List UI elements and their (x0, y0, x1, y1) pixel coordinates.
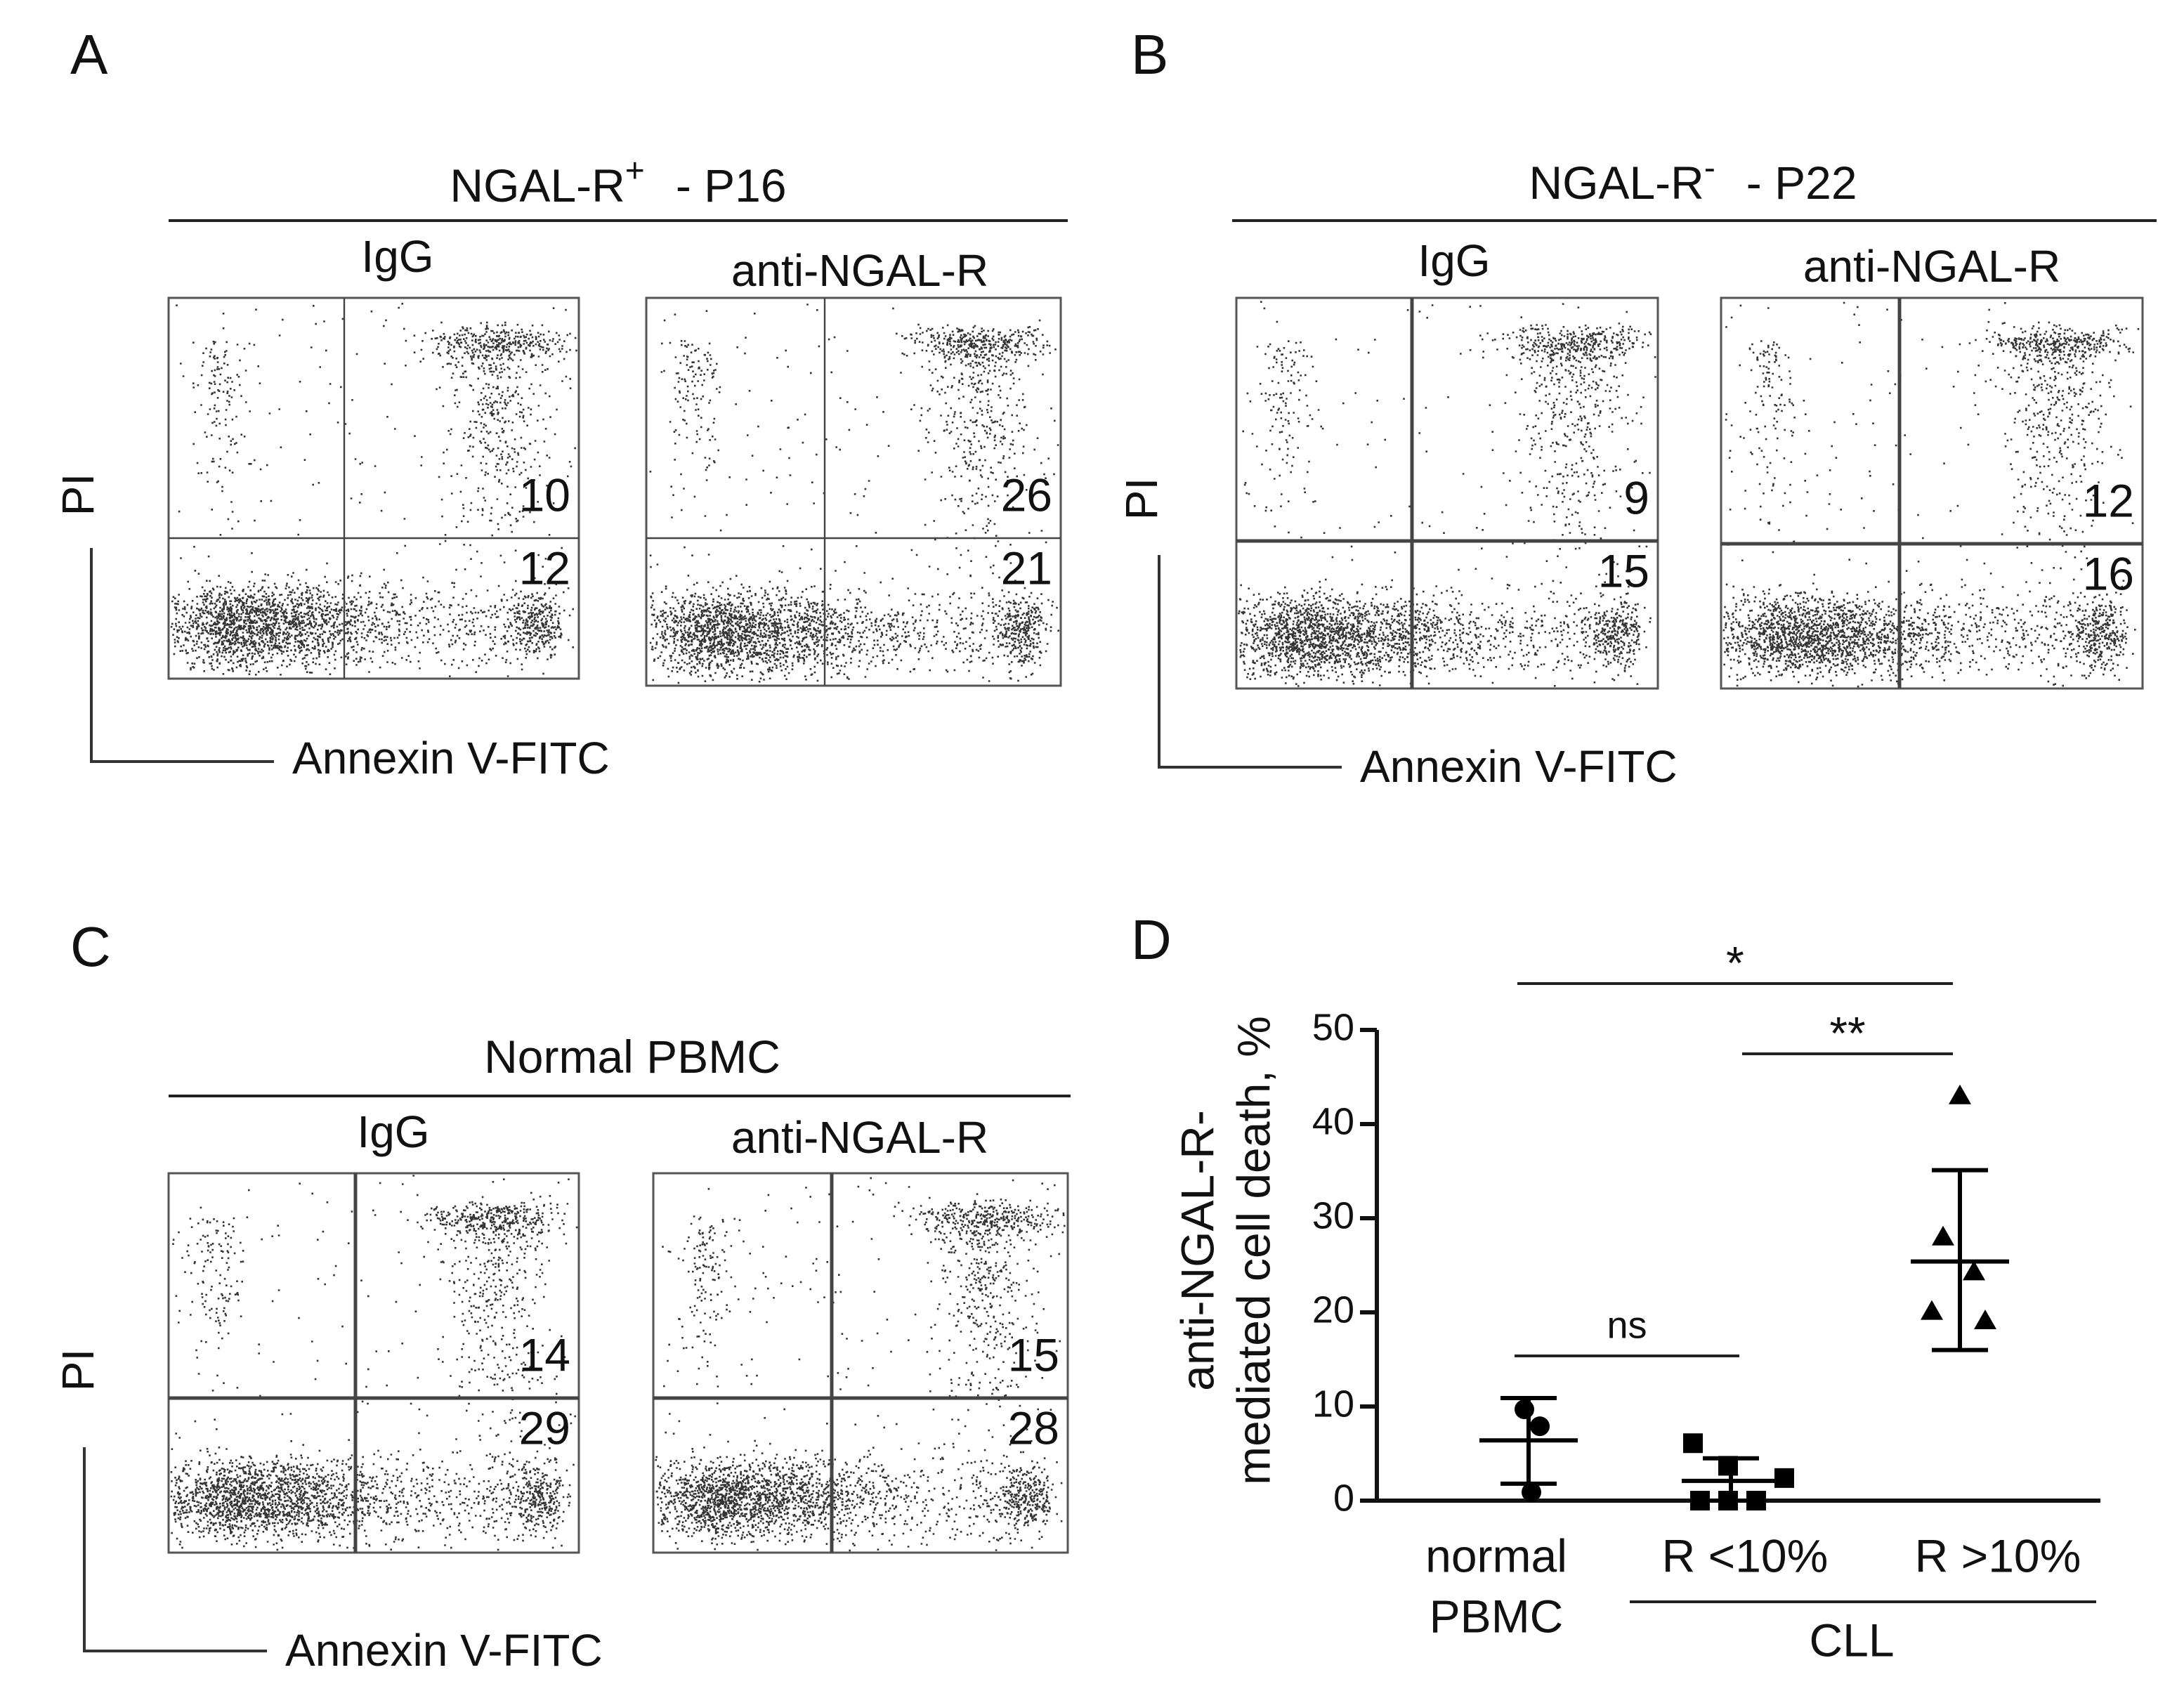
panel-label: B (1131, 23, 1168, 86)
category-label: normal (1425, 1529, 1567, 1581)
plot-frame (652, 1172, 1069, 1554)
cytometry-dots (649, 303, 1059, 684)
title-sup: - (1704, 150, 1715, 187)
plot-frame (167, 296, 580, 680)
title-suffix: - P22 (1746, 157, 1857, 209)
category-label: R >10% (1915, 1529, 2081, 1581)
data-point (1530, 1416, 1550, 1437)
y-tick-label: 0 (1333, 1477, 1354, 1519)
quadrant-value: 14 (519, 1329, 570, 1381)
data-point (1683, 1433, 1703, 1454)
data-point (1921, 1300, 1943, 1320)
quadrant-value: 28 (1008, 1402, 1059, 1454)
y-axis-label: mediated cell death, % (1227, 1016, 1279, 1485)
quadrant-value: 12 (519, 542, 570, 594)
axis-corner (1158, 555, 1342, 769)
plot-frame (1720, 296, 2144, 690)
cytometry-dots (170, 303, 577, 677)
category-label: PBMC (1430, 1590, 1564, 1642)
cytometry-dots (1722, 301, 2140, 688)
y-tick-label: 40 (1312, 1100, 1354, 1142)
plot-header: anti-NGAL-R (731, 245, 988, 296)
x-axis-label: Annexin V-FITC (1360, 741, 1678, 792)
cytometry-dots (170, 1175, 578, 1551)
quadrant-value: 15 (1598, 544, 1649, 596)
y-axis-label: PI (53, 1349, 103, 1391)
title-main: NGAL-R (1529, 157, 1704, 209)
group-label: CLL (1809, 1614, 1894, 1666)
quadrant-value: 9 (1623, 471, 1649, 523)
panel-label: C (70, 915, 111, 978)
axis-corner (83, 1447, 267, 1652)
quadrant-value: 12 (2083, 474, 2134, 526)
cytometry-dots (655, 1177, 1066, 1552)
data-point (1774, 1468, 1794, 1488)
y-tick-label: 10 (1312, 1383, 1354, 1425)
category-label: R <10% (1662, 1529, 1829, 1581)
panel-title: NGAL-R+ - P16 (450, 152, 786, 212)
data-point (1515, 1399, 1534, 1420)
plot-frame (645, 296, 1062, 687)
data-point (1949, 1084, 1971, 1104)
x-axis-label: Annexin V-FITC (292, 733, 610, 783)
y-axis-label: anti-NGAL-R- (1171, 1110, 1223, 1391)
quadrant-value: 26 (1001, 469, 1052, 521)
axis-corner (90, 548, 274, 763)
quadrant-value: 10 (519, 469, 570, 521)
plot-header: anti-NGAL-R (1803, 241, 2060, 292)
cytometry-dots (1238, 301, 1656, 687)
panel-title: NGAL-R- - P22 (1529, 150, 1857, 209)
panel-label: D (1131, 908, 1172, 971)
significance-label: ns (1607, 1304, 1647, 1346)
plot-header: IgG (1418, 235, 1490, 286)
plot-header: IgG (361, 231, 433, 282)
data-point (1932, 1225, 1954, 1246)
title-main: Normal PBMC (484, 1031, 780, 1083)
quadrant-value: 29 (519, 1402, 570, 1454)
quadrant-value: 16 (2083, 547, 2134, 599)
y-tick-label: 20 (1312, 1288, 1354, 1331)
plot-header: anti-NGAL-R (731, 1112, 988, 1163)
panel-label: A (70, 23, 108, 86)
plot-frame (1235, 296, 1659, 690)
quadrant-value: 15 (1008, 1329, 1059, 1381)
x-axis-label: Annexin V-FITC (285, 1625, 603, 1676)
title-sup: + (625, 152, 645, 190)
y-axis-label: PI (53, 474, 103, 516)
data-point (1963, 1260, 1985, 1281)
title-suffix: - P16 (676, 159, 787, 211)
y-tick-label: 50 (1312, 1006, 1354, 1048)
data-point (1974, 1310, 1996, 1330)
significance-label: * (1726, 936, 1744, 988)
title-main: NGAL-R (450, 159, 625, 211)
data-point (1522, 1482, 1541, 1502)
plot-frame (167, 1172, 580, 1554)
panel-title: Normal PBMC (484, 1031, 780, 1083)
plot-header: IgG (357, 1107, 429, 1157)
y-tick-label: 30 (1312, 1194, 1354, 1236)
y-axis-label: PI (1116, 478, 1167, 520)
significance-label: ** (1829, 1007, 1865, 1059)
quadrant-value: 21 (1001, 542, 1052, 594)
